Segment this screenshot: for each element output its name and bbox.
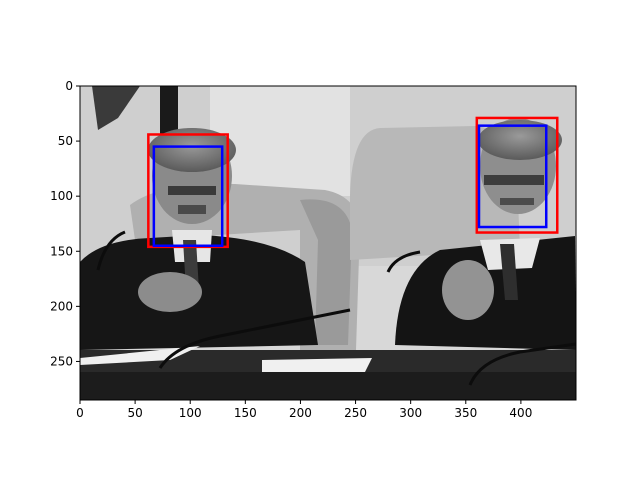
x-tick-label: 0 xyxy=(76,406,84,420)
x-tick-label: 350 xyxy=(454,406,477,420)
x-tick-label: 100 xyxy=(179,406,202,420)
axes-frame xyxy=(79,85,577,401)
x-tick-label: 50 xyxy=(127,406,142,420)
bounding-box-3 xyxy=(475,116,559,234)
x-tick-label: 250 xyxy=(344,406,367,420)
y-tick-label: 150 xyxy=(50,244,73,258)
x-tick-label: 400 xyxy=(509,406,532,420)
x-tick-label: 150 xyxy=(234,406,257,420)
y-tick-label: 100 xyxy=(50,189,73,203)
y-tick-label: 250 xyxy=(50,354,73,368)
x-tick-label: 300 xyxy=(399,406,422,420)
bounding-box-4 xyxy=(477,124,548,229)
photo-image xyxy=(80,86,576,400)
x-tick-label: 200 xyxy=(289,406,312,420)
y-tick-label: 50 xyxy=(58,134,73,148)
y-tick-label: 0 xyxy=(65,79,73,93)
y-tick-label: 200 xyxy=(50,299,73,313)
bounding-box-2 xyxy=(152,145,224,248)
